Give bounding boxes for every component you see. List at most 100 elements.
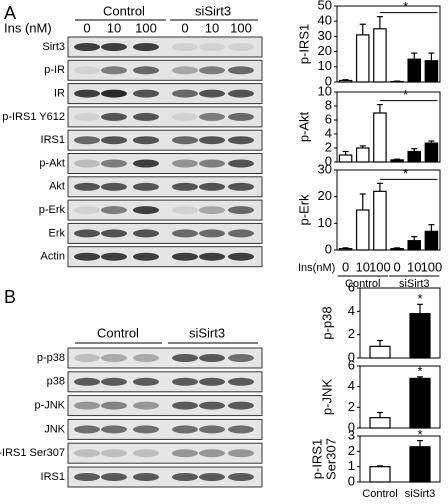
blot-strip [67, 153, 263, 174]
x-tick-label: 0 [393, 259, 400, 274]
blot-strip [67, 129, 263, 151]
row-label: p-IRS1 Y612 [2, 111, 65, 123]
y-tick-label: 20 [318, 43, 332, 58]
blot-strip [67, 395, 263, 417]
blot-band [74, 401, 100, 410]
blot-band [172, 206, 198, 215]
x-tick-label: 10 [356, 259, 370, 274]
lane-label: 10 [205, 20, 219, 35]
blot-band [199, 206, 225, 215]
blot-band [199, 182, 225, 191]
bar [409, 446, 431, 483]
group-label: Control [97, 325, 139, 340]
blot-band [74, 206, 100, 215]
blot-band [172, 473, 198, 481]
blot-strip [67, 106, 263, 128]
blot-strip [67, 246, 263, 268]
blot-band [133, 377, 159, 386]
bar [338, 154, 353, 163]
y-tick-label: 0 [325, 153, 332, 168]
blot-band [199, 354, 225, 362]
bar [338, 79, 353, 83]
plot-frame [336, 169, 441, 251]
bar [407, 58, 422, 83]
blot-band [199, 425, 225, 434]
blot-band [172, 159, 198, 168]
row-label: Erk [49, 227, 66, 239]
blot-strip [67, 418, 263, 440]
blot-band [199, 66, 225, 75]
blot-band [228, 252, 254, 261]
panel-label: B [4, 287, 16, 307]
y-tick-label: 2 [348, 443, 355, 458]
blot-band [74, 89, 100, 98]
y-tick-label: 30 [318, 28, 332, 43]
y-tick-label: 2 [325, 139, 332, 154]
blot-strip [67, 176, 263, 198]
blot-band [199, 449, 225, 458]
y-tick-label: 40 [318, 13, 332, 28]
blot-band [228, 112, 254, 121]
bar [424, 142, 439, 163]
blot-band [101, 229, 127, 238]
blot-band [228, 206, 254, 215]
plot-frame [359, 287, 441, 359]
panel-label: A [4, 3, 16, 23]
significance-mark: * [403, 0, 408, 14]
bar [338, 248, 353, 251]
lane-label: 100 [230, 20, 252, 35]
group-label: siSirt3 [399, 278, 430, 290]
blot-strip [67, 83, 263, 105]
y-axis-label: p-IRS1 [296, 24, 311, 64]
y-axis-label: p-p38 [319, 306, 334, 339]
blot-band [101, 206, 127, 215]
blot-band [74, 473, 100, 481]
row-label: p38 [47, 376, 65, 388]
group-label: siSirt3 [189, 325, 225, 340]
row-label: p-Akt [39, 157, 65, 169]
blot-strip [67, 36, 263, 58]
blot-band [101, 377, 127, 386]
y-tick-label: 2 [348, 326, 355, 341]
bar [390, 159, 404, 163]
blot-strip [67, 442, 263, 464]
y-tick-label: 3 [348, 427, 355, 442]
blot-band [199, 159, 225, 168]
plot-frame [359, 365, 441, 429]
blot-band [228, 401, 254, 410]
row-label: JNK [44, 423, 65, 435]
blot-band [172, 449, 198, 458]
row-label: IR [54, 88, 65, 100]
blot-band [228, 159, 254, 168]
lane-label: 0 [83, 20, 90, 35]
bar [409, 313, 431, 359]
blot-band [228, 354, 254, 362]
bar [407, 240, 422, 251]
blot-band [101, 354, 127, 362]
y-axis-label: p-JNK [319, 379, 334, 415]
x-tick-label: 100 [421, 259, 443, 274]
row-label: p-IRS1 Ser307 [0, 447, 65, 459]
lane-label: 0 [181, 20, 188, 35]
row-label: Sirt3 [42, 41, 65, 53]
blot-band [199, 136, 225, 145]
blot-band [74, 159, 100, 168]
bar [390, 248, 404, 251]
blot-strip [67, 466, 263, 488]
blot-band [101, 43, 127, 51]
blot-band [101, 425, 127, 434]
y-axis-label: Ser307 [323, 438, 338, 480]
blot-band [133, 229, 159, 238]
bar [355, 209, 370, 251]
row-label: p-p38 [37, 352, 65, 364]
row-label: IRS1 [41, 134, 65, 146]
y-tick-label: 6 [348, 279, 355, 294]
significance-mark: * [417, 291, 422, 306]
y-tick-label: 0 [348, 419, 355, 434]
row-label: p-JNK [34, 400, 65, 412]
blot-band [101, 252, 127, 261]
blot-band [172, 377, 198, 386]
x-axis-label: Ins(nM) [298, 262, 335, 274]
blot-band [172, 182, 198, 191]
dose-label: Ins (nM) [4, 20, 52, 35]
